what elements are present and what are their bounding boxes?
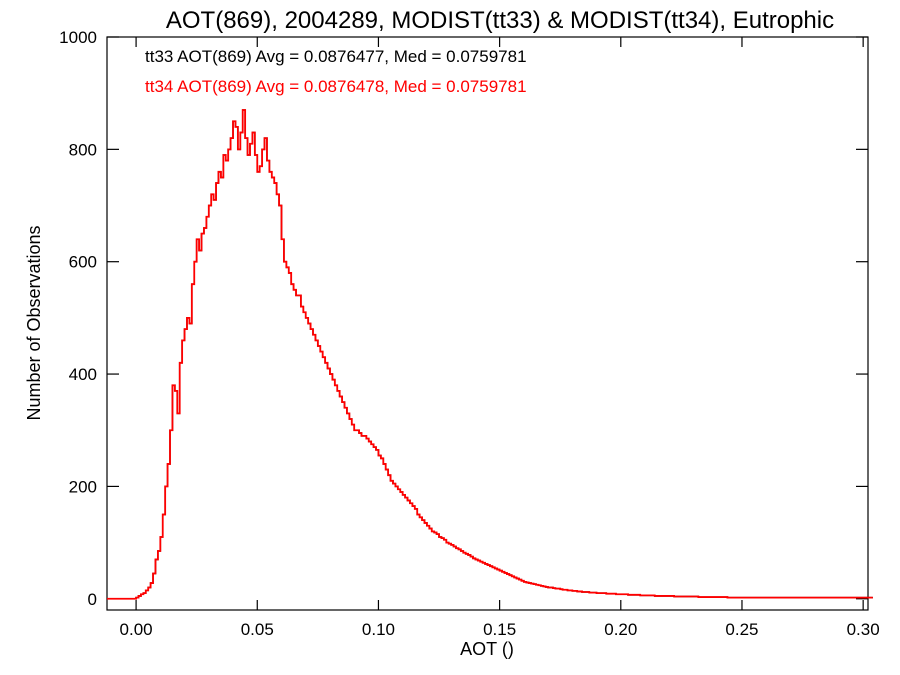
- annotation-tt33: tt33 AOT(869) Avg = 0.0876477, Med = 0.0…: [145, 47, 527, 66]
- plot-frame: [106, 36, 869, 611]
- y-tick-label: 800: [69, 140, 97, 159]
- y-tick-label: 200: [69, 477, 97, 496]
- x-tick-label: 0.00: [120, 620, 153, 639]
- y-tick-label: 0: [88, 590, 97, 609]
- series-line-tt33: [107, 109, 873, 600]
- y-tick-label: 600: [69, 253, 97, 272]
- x-tick-label: 0.10: [362, 620, 395, 639]
- y-axis: 0 200 400 600 800 1000: [59, 28, 868, 609]
- x-axis: 0.00 0.05 0.10 0.15 0.20 0.25 0.30: [120, 37, 880, 639]
- y-tick-label: 1000: [59, 28, 97, 47]
- y-axis-label: Number of Observations: [24, 225, 44, 420]
- x-tick-label: 0.15: [483, 620, 516, 639]
- chart-title: AOT(869), 2004289, MODIST(tt33) & MODIST…: [166, 7, 834, 34]
- x-axis-label: AOT (): [460, 639, 514, 659]
- series-line-tt34: [107, 109, 873, 600]
- annotation-tt34: tt34 AOT(869) Avg = 0.0876478, Med = 0.0…: [145, 77, 527, 96]
- y-tick-label: 400: [69, 365, 97, 384]
- x-tick-label: 0.20: [604, 620, 637, 639]
- x-tick-label: 0.25: [725, 620, 758, 639]
- x-tick-label: 0.05: [241, 620, 274, 639]
- x-tick-label: 0.30: [847, 620, 880, 639]
